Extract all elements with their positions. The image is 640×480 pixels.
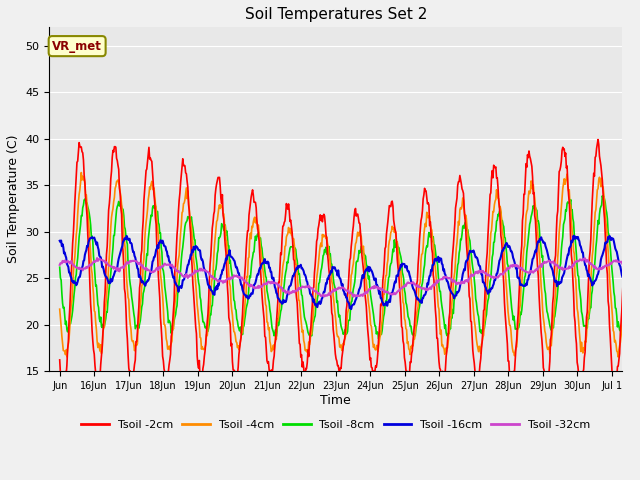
Text: VR_met: VR_met (52, 40, 102, 53)
X-axis label: Time: Time (321, 394, 351, 407)
Title: Soil Temperatures Set 2: Soil Temperatures Set 2 (244, 7, 427, 22)
Legend: Tsoil -2cm, Tsoil -4cm, Tsoil -8cm, Tsoil -16cm, Tsoil -32cm: Tsoil -2cm, Tsoil -4cm, Tsoil -8cm, Tsoi… (77, 415, 595, 434)
Y-axis label: Soil Temperature (C): Soil Temperature (C) (7, 135, 20, 264)
